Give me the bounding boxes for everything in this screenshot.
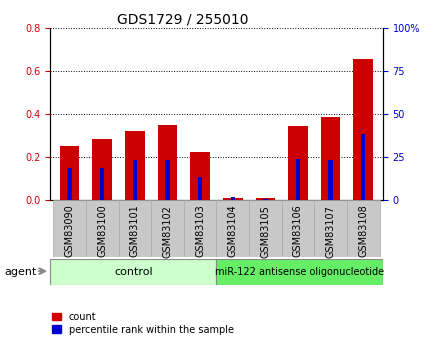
FancyBboxPatch shape: [118, 200, 151, 257]
FancyBboxPatch shape: [346, 200, 379, 257]
Text: miR-122 antisense oligonucleotide: miR-122 antisense oligonucleotide: [214, 267, 383, 277]
Bar: [67, 168, 72, 200]
FancyBboxPatch shape: [314, 200, 346, 257]
Bar: [353, 59, 372, 200]
FancyBboxPatch shape: [216, 200, 249, 257]
Bar: [320, 117, 340, 200]
FancyBboxPatch shape: [86, 200, 118, 257]
Bar: [255, 198, 275, 200]
Text: GSM83108: GSM83108: [358, 205, 367, 257]
Bar: [132, 160, 137, 200]
Bar: [158, 125, 177, 200]
Bar: [197, 177, 202, 200]
FancyBboxPatch shape: [50, 259, 216, 285]
Text: GSM83106: GSM83106: [293, 205, 302, 257]
Text: GSM83100: GSM83100: [97, 205, 107, 257]
Text: GSM83105: GSM83105: [260, 205, 270, 257]
Bar: [263, 199, 267, 200]
Bar: [223, 197, 242, 200]
Bar: [165, 160, 169, 200]
FancyBboxPatch shape: [216, 259, 382, 285]
Text: GDS1729 / 255010: GDS1729 / 255010: [117, 12, 248, 26]
Bar: [288, 126, 307, 200]
Text: agent: agent: [4, 267, 36, 276]
Text: GSM83104: GSM83104: [227, 205, 237, 257]
Bar: [328, 160, 332, 200]
FancyBboxPatch shape: [184, 200, 216, 257]
Text: GSM83102: GSM83102: [162, 205, 172, 257]
Text: control: control: [114, 267, 152, 277]
FancyBboxPatch shape: [249, 200, 281, 257]
Text: GSM83107: GSM83107: [325, 205, 335, 257]
Bar: [360, 134, 365, 200]
Bar: [230, 197, 234, 200]
FancyBboxPatch shape: [281, 200, 314, 257]
FancyBboxPatch shape: [53, 200, 86, 257]
Bar: [100, 168, 104, 200]
Bar: [190, 151, 210, 200]
Text: GSM83103: GSM83103: [195, 205, 204, 257]
Legend: count, percentile rank within the sample: count, percentile rank within the sample: [48, 308, 237, 338]
Bar: [295, 159, 299, 200]
Text: GSM83101: GSM83101: [130, 205, 139, 257]
Text: GSM83090: GSM83090: [65, 205, 74, 257]
Bar: [92, 139, 112, 200]
FancyBboxPatch shape: [151, 200, 184, 257]
Bar: [60, 146, 79, 200]
Bar: [125, 131, 144, 200]
